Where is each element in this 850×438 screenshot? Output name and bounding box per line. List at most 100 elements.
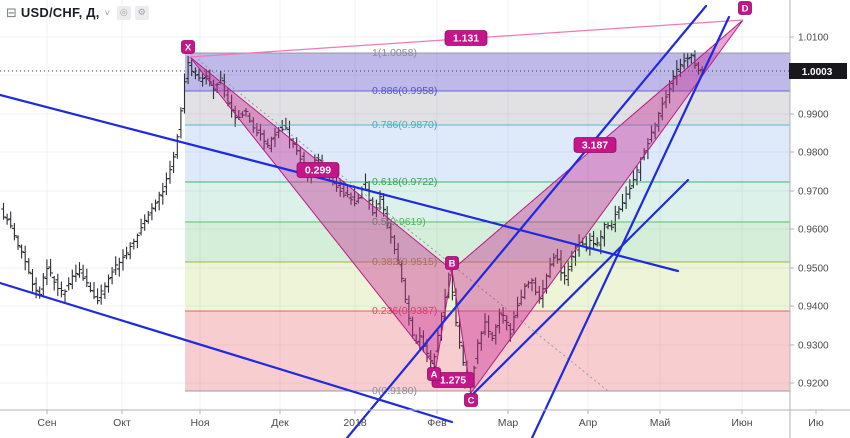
- pattern-ratio-text: 0.299: [305, 165, 331, 177]
- pattern-point-bubble[interactable]: [181, 40, 195, 54]
- trend-line[interactable]: [469, 178, 690, 398]
- ohlc-bar: [681, 52, 687, 70]
- ohlc-bar: [478, 331, 484, 351]
- pattern-ratio-text: 1.275: [440, 375, 466, 387]
- price-tick-label: 0.9400: [798, 302, 829, 313]
- ohlc-bar: [30, 269, 35, 292]
- month-label: Май: [650, 417, 671, 429]
- ohlc-bar: [135, 233, 140, 249]
- pattern-point-letter: D: [742, 4, 749, 15]
- collapse-legend-icon[interactable]: ⊟: [6, 4, 17, 20]
- ohlc-bar: [95, 288, 100, 305]
- ohlc-bar: [649, 125, 654, 143]
- fib-band: [185, 311, 790, 391]
- chevron-down-icon[interactable]: ˅: [104, 7, 110, 18]
- price-tick-label: 0.9200: [798, 379, 829, 390]
- pattern-point-bubble[interactable]: [464, 393, 478, 407]
- ohlc-bar: [591, 230, 596, 249]
- ohlc-bar: [547, 257, 553, 279]
- chart-legend: ⊟ USD/CHF, Д, ˅ ◎ ⚙: [6, 5, 149, 20]
- month-label: Сен: [37, 417, 56, 429]
- ohlc-bar: [120, 249, 126, 271]
- ohlc-bar: [337, 178, 343, 197]
- ohlc-bar: [106, 274, 111, 293]
- month-label: Окт: [113, 417, 131, 429]
- pattern-point-bubble[interactable]: [445, 256, 459, 270]
- ohlc-bar: [620, 194, 625, 212]
- ohlc-bar: [562, 265, 567, 285]
- trend-line[interactable]: [345, 4, 708, 438]
- ohlc-bar: [22, 245, 28, 271]
- ohlc-bar: [265, 138, 271, 148]
- ohlc-bar: [555, 248, 560, 264]
- pattern-point-bubble[interactable]: [738, 1, 752, 15]
- month-label: Фев: [427, 417, 447, 429]
- pattern-point-bubble[interactable]: [427, 367, 441, 381]
- ohlc-bar: [185, 56, 191, 85]
- ohlc-bar: [142, 214, 148, 231]
- ohlc-bar: [98, 284, 104, 305]
- visibility-icon[interactable]: ◎: [116, 5, 131, 20]
- ohlc-bar: [149, 203, 155, 221]
- ohlc-bar: [616, 206, 622, 220]
- ohlc-bar: [667, 80, 672, 104]
- ohlc-bar: [69, 269, 75, 290]
- pattern-ratio-bubble[interactable]: [573, 137, 617, 153]
- ohlc-bar: [19, 244, 24, 259]
- pattern-ratio-bubble[interactable]: [296, 162, 340, 178]
- ohlc-bar: [12, 222, 17, 241]
- ohlc-bar: [348, 192, 354, 205]
- ohlc-bar: [109, 267, 115, 285]
- ohlc-bar: [261, 129, 267, 150]
- trend-line[interactable]: [0, 281, 454, 424]
- ohlc-bar: [602, 222, 607, 247]
- fib-level-label: 0.382(0.9515): [372, 256, 437, 268]
- month-label: Дек: [271, 417, 289, 429]
- last-price-tag[interactable]: [789, 63, 847, 79]
- ohlc-bar: [529, 278, 535, 292]
- ohlc-bar: [55, 273, 61, 297]
- ohlc-bar: [381, 193, 386, 217]
- pattern-point-letter: A: [431, 370, 438, 381]
- ohlc-bar: [171, 151, 176, 173]
- ohlc-bar: [196, 69, 202, 82]
- ohlc-bar: [272, 127, 278, 148]
- ohlc-bar: [182, 73, 187, 114]
- ohlc-bar: [243, 108, 249, 117]
- ohlc-bar: [15, 235, 21, 250]
- price-tick-label: 1.0100: [798, 33, 829, 44]
- ohlc-bar: [399, 260, 405, 283]
- pattern-ratio-text: 1.131: [453, 33, 479, 45]
- ohlc-bar: [174, 134, 180, 159]
- ohlc-bar: [40, 273, 46, 298]
- price-tick-label: 0.9600: [798, 225, 829, 236]
- fib-level-label: 0.5(0.9619): [372, 216, 426, 228]
- ohlc-bar: [659, 97, 665, 121]
- ohlc-bar: [345, 185, 350, 198]
- fib-level-label: 0.618(0.9722): [372, 176, 437, 188]
- pattern-point-letter: X: [185, 43, 192, 54]
- ohlc-bar: [240, 111, 245, 118]
- fib-level-label: 0(0.9180): [372, 385, 417, 397]
- ohlc-bar: [153, 199, 158, 212]
- ohlc-bar: [688, 53, 694, 64]
- ohlc-bar: [138, 218, 144, 236]
- ohlc-bar: [489, 331, 495, 342]
- ohlc-bar: [283, 117, 289, 131]
- trend-line[interactable]: [0, 93, 680, 273]
- symbol-title[interactable]: USD/CHF, Д,: [20, 5, 100, 20]
- price-tick-label: 0.9900: [798, 110, 829, 121]
- ohlc-bar: [457, 319, 462, 349]
- fib-band: [185, 53, 790, 91]
- ohlc-bar: [594, 237, 600, 247]
- last-price-value: 1.0003: [802, 67, 833, 78]
- month-label: Ноя: [190, 417, 209, 429]
- ohlc-bar: [493, 324, 499, 345]
- settings-gear-icon[interactable]: ⚙: [134, 5, 149, 20]
- price-tick-label: 0.9700: [798, 187, 829, 198]
- pattern-ratio-bubble[interactable]: [444, 30, 488, 46]
- trend-line[interactable]: [530, 15, 731, 438]
- ohlc-bar: [355, 193, 361, 204]
